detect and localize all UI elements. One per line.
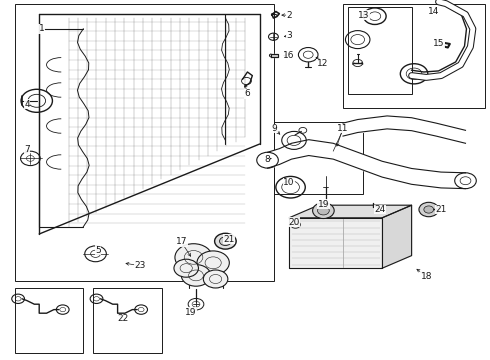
Bar (274, 122, 363, 194)
Text: 5: 5 (95, 246, 101, 255)
Bar (15, 4, 274, 281)
Text: 18: 18 (420, 271, 432, 281)
Text: 21: 21 (223, 235, 235, 244)
Circle shape (318, 206, 329, 215)
Text: 22: 22 (117, 314, 128, 323)
Circle shape (419, 202, 439, 217)
Text: 8: 8 (264, 154, 270, 163)
Polygon shape (382, 205, 412, 268)
Text: 16: 16 (283, 51, 295, 60)
Circle shape (174, 259, 198, 277)
Text: 11: 11 (337, 124, 349, 133)
Circle shape (313, 203, 334, 219)
Text: 24: 24 (374, 205, 385, 214)
Text: 9: 9 (271, 124, 277, 133)
Text: 2: 2 (286, 10, 292, 19)
Text: 10: 10 (283, 178, 295, 187)
Circle shape (197, 251, 229, 275)
Circle shape (220, 237, 231, 246)
Text: 23: 23 (134, 261, 146, 270)
Text: 21: 21 (435, 205, 447, 214)
Circle shape (215, 233, 236, 249)
Bar (348, 7, 412, 94)
Bar (343, 4, 485, 108)
Polygon shape (289, 218, 382, 268)
Bar (15, 288, 83, 353)
Text: 6: 6 (245, 89, 250, 98)
Polygon shape (289, 205, 412, 218)
Text: 20: 20 (288, 217, 300, 227)
Text: 15: 15 (433, 40, 444, 49)
Circle shape (175, 244, 212, 271)
Text: 19: 19 (318, 199, 329, 209)
Circle shape (181, 265, 211, 286)
Text: 19: 19 (185, 307, 197, 317)
Text: 17: 17 (175, 238, 187, 246)
Text: 14: 14 (428, 7, 440, 16)
Text: 4: 4 (24, 100, 30, 109)
Text: 12: 12 (317, 59, 328, 68)
Bar (93, 288, 162, 353)
Circle shape (203, 270, 228, 288)
Circle shape (424, 206, 434, 213)
Text: 3: 3 (286, 31, 292, 40)
Text: 1: 1 (39, 24, 45, 33)
Text: 13: 13 (358, 10, 369, 19)
Text: 7: 7 (24, 145, 30, 154)
Polygon shape (271, 54, 278, 57)
